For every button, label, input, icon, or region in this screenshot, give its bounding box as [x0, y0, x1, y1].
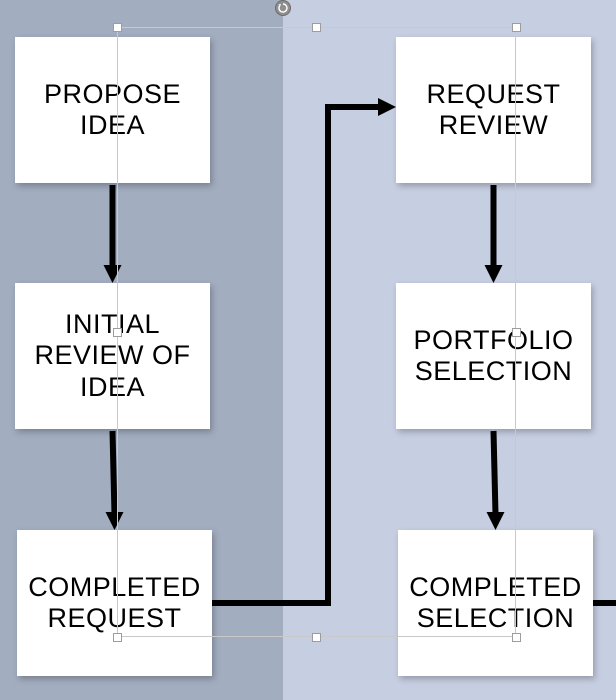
selection-handle-se[interactable]	[512, 633, 521, 642]
selection-handle-ne[interactable]	[512, 23, 521, 32]
rotate-icon	[278, 3, 288, 13]
selection-rectangle[interactable]	[117, 27, 516, 637]
flowchart-canvas: PROPOSE IDEAINITIAL REVIEW OF IDEACOMPLE…	[0, 0, 616, 700]
selection-handle-e[interactable]	[512, 328, 521, 337]
selection-handle-s[interactable]	[312, 633, 321, 642]
selection-handle-sw[interactable]	[113, 633, 122, 642]
selection-handle-w[interactable]	[113, 328, 122, 337]
selection-handle-nw[interactable]	[113, 23, 122, 32]
selection-handle-n[interactable]	[312, 23, 321, 32]
selection-rotate-handle[interactable]	[275, 0, 291, 16]
